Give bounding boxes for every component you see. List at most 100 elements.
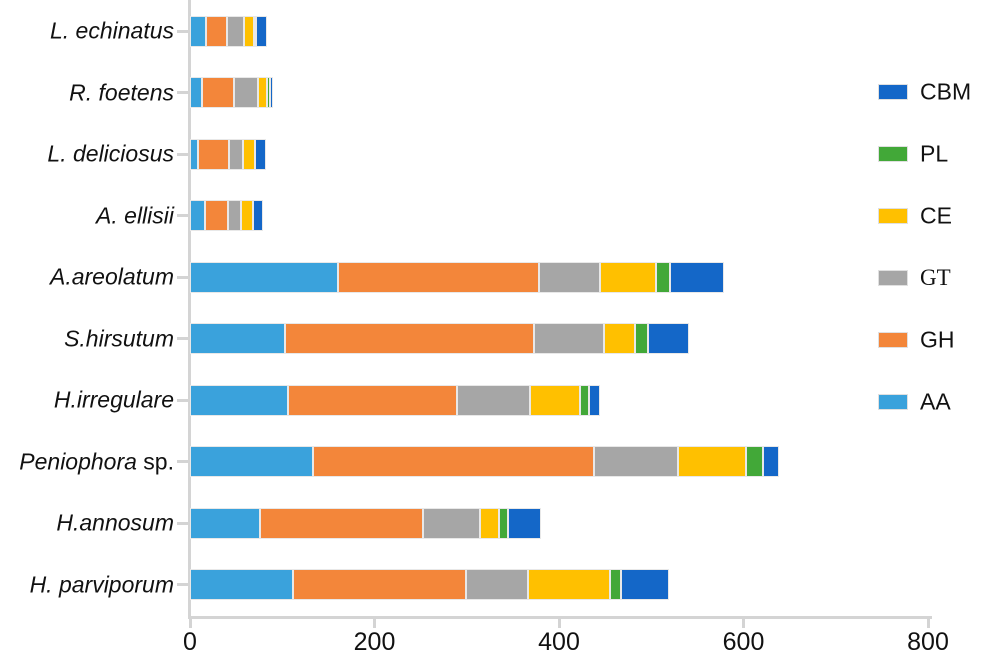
x-tick (926, 619, 930, 628)
bar-segment-ce (258, 77, 268, 108)
x-tick (188, 619, 192, 628)
bar (190, 138, 266, 170)
bar-segment-ce (244, 15, 254, 47)
bar-segment-ce (530, 384, 581, 416)
bar-segment-cbm (620, 569, 669, 600)
bar (190, 323, 690, 354)
legend-swatch-gh (878, 332, 908, 348)
bar-segment-ce (604, 323, 635, 354)
bar-segment-gh (312, 446, 595, 477)
y-tick (177, 460, 189, 463)
category-label-italic: H.annosum (56, 509, 174, 536)
bar (190, 446, 779, 477)
bar-segment-ce (599, 261, 656, 293)
y-axis-line (188, 0, 191, 619)
bar (190, 569, 669, 600)
y-tick (177, 521, 189, 525)
bar-segment-cbm (254, 138, 266, 170)
category-label-italic: A. ellisii (96, 202, 174, 228)
bar-segment-gt (228, 138, 243, 170)
bar-segment-ce (527, 569, 610, 600)
category-label-italic: H. parviporum (29, 571, 174, 597)
y-tick (177, 398, 189, 402)
y-tick (177, 29, 189, 33)
bar-segment-aa (190, 569, 294, 600)
legend-label: PL (920, 140, 949, 167)
bar-segment-aa (190, 261, 338, 293)
bar-segment-cbm (762, 446, 779, 477)
category-label: S.hirsutum (0, 325, 174, 352)
bar-segment-pl (634, 323, 648, 354)
y-tick (177, 275, 189, 279)
bar-segment-gh (293, 569, 466, 600)
legend-label: GH (920, 326, 955, 353)
legend-swatch-gt (878, 270, 908, 286)
legend-item-ce: CE (870, 202, 1000, 229)
legend-item-gt: GT (870, 265, 1000, 290)
bar (190, 15, 267, 47)
bar-segment-gt (234, 77, 259, 108)
bar-segment-aa (190, 323, 286, 354)
bar-segment-aa (190, 446, 313, 477)
bar-segment-gh (287, 384, 457, 416)
bar-segment-gt (465, 569, 528, 600)
bar-segment-gt (456, 384, 531, 416)
category-label: R. foetens (0, 79, 174, 106)
bar-segment-pl (267, 77, 271, 108)
legend-swatch-aa (878, 394, 908, 410)
bar-segment-pl (609, 569, 621, 600)
y-tick (177, 583, 189, 586)
bar-segment-gh (260, 507, 424, 539)
x-tick (373, 619, 376, 628)
bar-segment-ce (677, 446, 747, 477)
bar-segment-gh (285, 323, 535, 354)
bar-segment-cbm (255, 15, 267, 47)
bar-segment-cbm (252, 200, 263, 231)
category-label: L. deliciosus (0, 141, 174, 168)
bar (190, 200, 263, 231)
y-tick (177, 91, 189, 94)
x-tick-label: 0 (183, 628, 197, 656)
category-label-roman: sp. (136, 448, 174, 474)
bar-segment-pl (580, 384, 590, 416)
bar-segment-gh (337, 261, 539, 293)
bar-segment-aa (190, 15, 206, 47)
category-label-italic: L. deliciosus (47, 140, 174, 167)
category-label-italic: L. echinatus (49, 17, 174, 44)
legend-swatch-ce (878, 208, 908, 224)
bar-segment-cbm (270, 77, 273, 108)
bar-segment-gt (534, 323, 605, 354)
legend-label: AA (920, 388, 951, 415)
category-label: H.annosum (0, 510, 174, 537)
category-label-italic: Peniophora (19, 448, 137, 474)
bar-segment-pl (253, 15, 256, 47)
legend-item-aa: AA (870, 388, 1000, 415)
category-label: A. ellisii (0, 202, 174, 229)
x-tick-label: 200 (353, 628, 396, 656)
legend-label: CE (920, 202, 952, 229)
bar-segment-pl (746, 446, 763, 477)
bar-segment-aa (190, 384, 288, 416)
bar-segment-ce (240, 200, 253, 231)
category-label: A.areolatum (0, 264, 174, 291)
bar-segment-aa (190, 507, 261, 539)
bar-segment-cbm (647, 323, 690, 354)
bar-segment-gh (201, 77, 235, 108)
legend-item-cbm: CBM (870, 78, 1000, 105)
bar-segment-ce (242, 138, 255, 170)
x-axis-line (188, 616, 932, 619)
legend-item-pl: PL (870, 140, 1000, 167)
bar-segment-cbm (508, 507, 542, 539)
x-tick-label: 400 (538, 628, 580, 656)
category-label-italic: H.irregulare (53, 386, 174, 413)
legend-label: GT (920, 265, 951, 290)
legend-label: CBM (920, 78, 972, 105)
y-tick (177, 214, 189, 217)
bar-segment-gh (205, 15, 227, 47)
legend-swatch-cbm (878, 84, 908, 100)
category-label-italic: R. foetens (69, 79, 174, 105)
bar-segment-pl (499, 507, 509, 539)
bar-segment-cbm (589, 384, 600, 416)
x-tick (557, 619, 561, 628)
